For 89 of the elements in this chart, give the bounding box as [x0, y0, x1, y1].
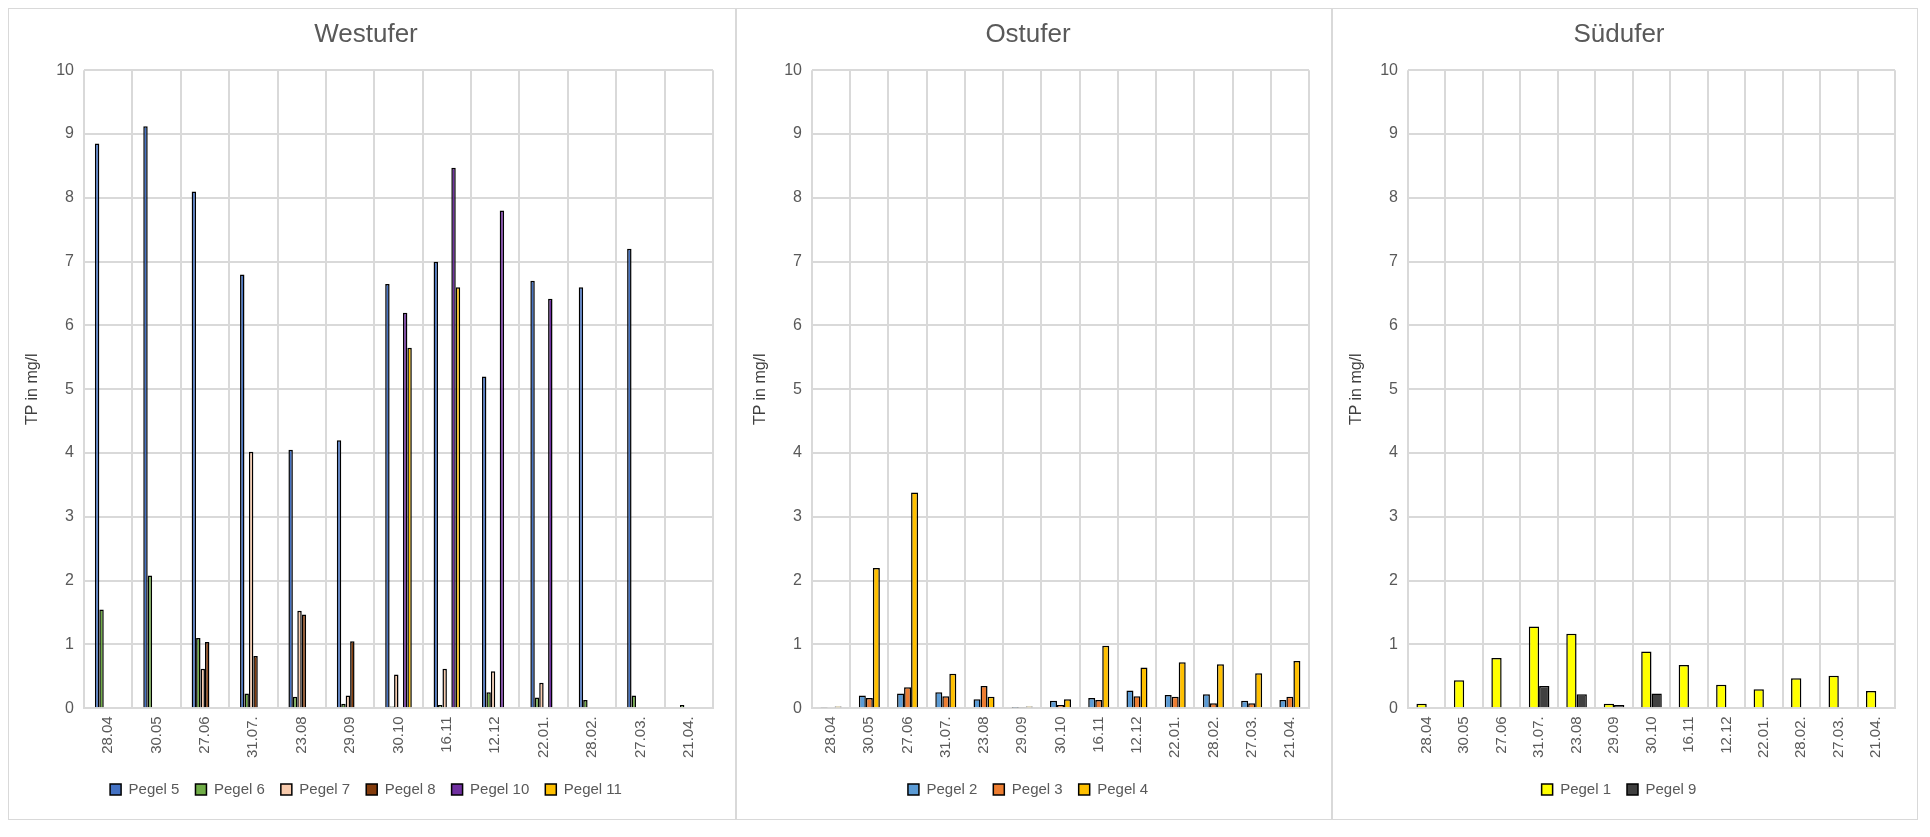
- x-tick-label: 30.10: [1641, 716, 1659, 754]
- x-tick-label: 27.03.: [630, 716, 648, 759]
- y-tick-label: 2: [793, 571, 803, 589]
- y-tick-label: 9: [793, 124, 803, 142]
- y-tick-label: 10: [784, 60, 803, 78]
- x-tick-label: 27.06: [1491, 716, 1509, 754]
- legend-label: Pegel 8: [384, 779, 436, 797]
- y-tick-label: 5: [65, 379, 75, 397]
- y-axis-title: TP in mg/l: [751, 353, 769, 426]
- x-tick-label: 30.10: [1050, 716, 1068, 754]
- y-tick-label: 0: [1389, 698, 1399, 716]
- legend-label: Pegel 5: [128, 779, 180, 797]
- y-tick-label: 8: [1389, 188, 1399, 206]
- legend-label: Pegel 7: [299, 779, 351, 797]
- y-axis-title: TP in mg/l: [23, 353, 41, 426]
- y-tick-label: 6: [793, 315, 803, 333]
- x-tick-label: 30.10: [388, 716, 406, 754]
- y-tick-label: 9: [65, 124, 75, 142]
- x-tick-label: 27.03.: [1241, 716, 1259, 759]
- x-tick-label: 16.11: [1088, 716, 1106, 753]
- x-tick-label: 27.03.: [1828, 716, 1846, 759]
- y-tick-label: 8: [793, 188, 803, 206]
- legend-label: Pegel 11: [563, 779, 622, 797]
- x-tick-label: 23.08: [291, 716, 309, 754]
- y-tick-label: 7: [1389, 252, 1399, 270]
- x-tick-label: 28.04: [821, 716, 839, 754]
- chart-title: Südufer: [1573, 17, 1665, 48]
- x-tick-label: 30.05: [1454, 716, 1472, 754]
- chart-title: Ostufer: [985, 17, 1071, 48]
- y-tick-label: 4: [793, 443, 803, 461]
- x-tick-label: 23.08: [1566, 716, 1584, 754]
- y-tick-label: 8: [65, 188, 75, 206]
- x-tick-label: 16.11: [1679, 716, 1697, 753]
- y-tick-label: 3: [65, 507, 75, 525]
- x-tick-label: 16.11: [437, 716, 455, 753]
- x-tick-label: 21.04.: [1280, 716, 1298, 759]
- y-tick-label: 7: [65, 252, 75, 270]
- x-tick-label: 28.04: [1416, 716, 1434, 754]
- y-tick-label: 1: [793, 634, 803, 652]
- x-tick-label: 28.02.: [1203, 716, 1221, 759]
- x-tick-label: 12.12: [1127, 716, 1145, 754]
- y-tick-label: 6: [1389, 315, 1399, 333]
- y-tick-label: 7: [793, 252, 803, 270]
- y-tick-label: 5: [1389, 379, 1399, 397]
- y-tick-label: 0: [793, 698, 803, 716]
- x-tick-label: 31.07.: [1529, 716, 1547, 759]
- legend-label: Pegel 9: [1645, 779, 1697, 797]
- y-tick-label: 10: [56, 60, 75, 78]
- x-tick-label: 28.04: [98, 716, 116, 754]
- y-tick-label: 1: [1389, 634, 1399, 652]
- legend-label: Pegel 2: [926, 779, 978, 797]
- y-tick-label: 3: [1389, 507, 1399, 525]
- y-tick-label: 5: [793, 379, 803, 397]
- x-tick-label: 28.02.: [1791, 716, 1809, 759]
- y-tick-label: 1: [65, 634, 75, 652]
- y-tick-label: 4: [65, 443, 75, 461]
- y-tick-label: 4: [1389, 443, 1399, 461]
- x-tick-label: 31.07.: [935, 716, 953, 759]
- x-tick-label: 22.01.: [533, 716, 551, 759]
- x-tick-label: 22.01.: [1165, 716, 1183, 759]
- y-axis-title: TP in mg/l: [1347, 353, 1365, 426]
- chart-title: Westufer: [314, 17, 419, 48]
- x-tick-label: 21.04.: [1866, 716, 1884, 759]
- x-tick-label: 12.12: [485, 716, 503, 754]
- y-tick-label: 3: [793, 507, 803, 525]
- legend-label: Pegel 6: [213, 779, 265, 797]
- legend-label: Pegel 3: [1011, 779, 1063, 797]
- x-tick-label: 27.06: [897, 716, 915, 754]
- x-tick-label: 29.09: [1012, 716, 1030, 754]
- legend-label: Pegel 10: [470, 779, 530, 797]
- y-tick-label: 2: [65, 571, 75, 589]
- y-tick-label: 9: [1389, 124, 1399, 142]
- x-tick-label: 27.06: [195, 716, 213, 754]
- y-tick-label: 6: [65, 315, 75, 333]
- x-tick-label: 12.12: [1716, 716, 1734, 754]
- x-tick-label: 30.05: [859, 716, 877, 754]
- x-tick-label: 30.05: [146, 716, 164, 754]
- x-tick-label: 22.01.: [1754, 716, 1772, 759]
- x-tick-label: 21.04.: [678, 716, 696, 759]
- x-tick-label: 28.02.: [582, 716, 600, 759]
- x-tick-label: 23.08: [974, 716, 992, 754]
- x-tick-label: 29.09: [1604, 716, 1622, 754]
- y-tick-label: 10: [1380, 60, 1399, 78]
- y-tick-label: 0: [65, 698, 75, 716]
- legend-label: Pegel 1: [1560, 779, 1611, 797]
- y-tick-label: 2: [1389, 571, 1399, 589]
- x-tick-label: 29.09: [340, 716, 358, 754]
- x-tick-label: 31.07.: [243, 716, 261, 759]
- legend-label: Pegel 4: [1097, 779, 1149, 797]
